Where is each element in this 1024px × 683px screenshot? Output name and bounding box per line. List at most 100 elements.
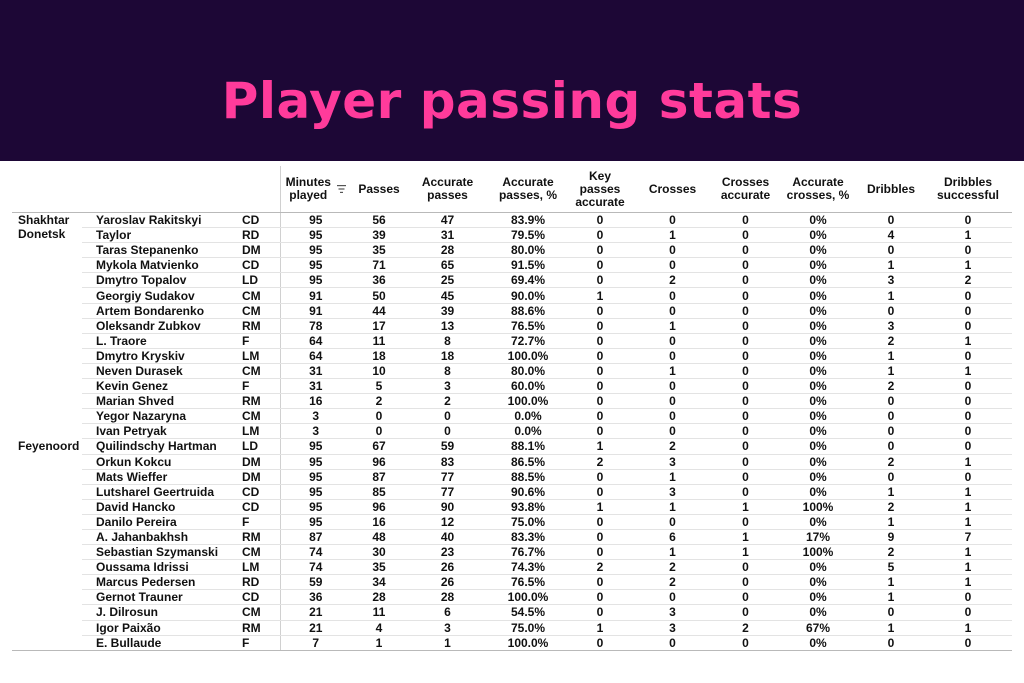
- dribbles: 1: [858, 348, 924, 364]
- crosses-accurate: 0: [713, 393, 778, 410]
- key-passes-accurate: 0: [568, 514, 632, 530]
- key-passes-accurate: 0: [568, 212, 632, 229]
- minutes-played: 87: [280, 529, 351, 546]
- minutes-played: 95: [280, 227, 351, 244]
- accurate-passes-pct: 79.5%: [488, 227, 568, 244]
- table-row: Taylor RD 95 39 31 79.5% 0 1 0 0% 4 1: [12, 227, 1012, 244]
- key-passes-accurate: 0: [568, 469, 632, 485]
- accurate-passes: 26: [407, 574, 488, 591]
- player-name: Taras Stepanenko: [82, 242, 234, 259]
- passes: 2: [351, 393, 407, 410]
- dribbles-successful: 0: [924, 438, 1012, 455]
- dribbles: 2: [858, 499, 924, 515]
- key-passes-accurate: 0: [568, 423, 632, 440]
- minutes-played: 31: [280, 363, 351, 380]
- dribbles-successful: 1: [924, 620, 1012, 636]
- dribbles: 0: [858, 604, 924, 621]
- crosses-header: Crosses: [632, 166, 713, 213]
- passes: 30: [351, 544, 407, 561]
- crosses: 1: [632, 499, 713, 515]
- position: LM: [234, 559, 281, 576]
- dribbles: 0: [858, 393, 924, 410]
- dribbles-successful: 0: [924, 287, 1012, 304]
- accurate-passes-pct: 75.0%: [488, 620, 568, 636]
- player-name: Yegor Nazaryna: [82, 408, 234, 425]
- position: CD: [234, 589, 281, 606]
- dribbles: 0: [858, 635, 924, 651]
- dribbles: 1: [858, 363, 924, 380]
- position: RM: [234, 529, 281, 546]
- key-passes-accurate: 0: [568, 604, 632, 621]
- crosses: 0: [632, 212, 713, 229]
- table-row: Shakhtar Donetsk Yaroslav Rakitskyi CD 95 56 4…: [12, 212, 1012, 241]
- accurate-passes-pct: 100.0%: [488, 635, 568, 651]
- dribbles: 1: [858, 514, 924, 530]
- dribbles-successful: 0: [924, 589, 1012, 606]
- crosses: 0: [632, 333, 713, 349]
- crosses-accurate: 0: [713, 589, 778, 606]
- sort-descending-icon[interactable]: [336, 183, 346, 196]
- accurate-crosses-pct: 0%: [778, 635, 858, 651]
- minutes-played: 95: [280, 469, 351, 485]
- position: LM: [234, 423, 281, 440]
- crosses-accurate: 1: [713, 529, 778, 546]
- dribbles: 9: [858, 529, 924, 546]
- accurate-crosses-pct: 0%: [778, 589, 858, 606]
- crosses-accurate: 0: [713, 454, 778, 470]
- accurate-passes: 3: [407, 378, 488, 395]
- accurate-passes-pct: 76.7%: [488, 544, 568, 561]
- passes: 50: [351, 287, 407, 304]
- player-column-header: [82, 166, 234, 213]
- crosses: 0: [632, 635, 713, 651]
- team-name-line: Feyenoord: [18, 438, 80, 453]
- key-passes-accurate: 0: [568, 348, 632, 364]
- key-passes-accurate: 0: [568, 257, 632, 274]
- table-row: Orkun Kokcu DM 95 96 83 86.5% 2 3 0 0% 2 1: [12, 454, 1012, 470]
- accurate-passes: 8: [407, 363, 488, 380]
- dribbles: 0: [858, 438, 924, 455]
- crosses-accurate: 0: [713, 408, 778, 425]
- accurate-passes-pct: 100.0%: [488, 348, 568, 364]
- crosses: 3: [632, 604, 713, 621]
- accurate-passes: 31: [407, 227, 488, 244]
- table-row: Kevin Genez F 31 5 3 60.0% 0 0 0 0% 2 0: [12, 378, 1012, 395]
- passes: 36: [351, 272, 407, 289]
- crosses: 1: [632, 363, 713, 380]
- minutes-played-header[interactable]: Minutes played: [279, 166, 351, 213]
- table-row: Igor Paixão RM 21 4 3 75.0% 1 3 2 67% 1 1: [12, 620, 1012, 636]
- crosses: 2: [632, 438, 713, 455]
- crosses-accurate: 0: [713, 438, 778, 455]
- passes: 18: [351, 348, 407, 364]
- dribbles-successful: 1: [924, 227, 1012, 244]
- crosses: 3: [632, 620, 713, 636]
- accurate-passes: 18: [407, 348, 488, 364]
- accurate-crosses-pct: 0%: [778, 393, 858, 410]
- minutes-played: 21: [280, 620, 351, 636]
- player-name: Taylor: [82, 227, 234, 244]
- accurate-passes: 6: [407, 604, 488, 621]
- dribbles: 0: [858, 423, 924, 440]
- key-passes-accurate: 0: [568, 363, 632, 380]
- dribbles: 1: [858, 620, 924, 636]
- minutes-played: 74: [280, 544, 351, 561]
- passes: 96: [351, 499, 407, 515]
- crosses-accurate: 1: [713, 544, 778, 561]
- crosses-accurate: 0: [713, 604, 778, 621]
- accurate-crosses-pct: 100%: [778, 544, 858, 561]
- accurate-passes-header: Accurate passes: [407, 166, 488, 213]
- table-row: Artem Bondarenko CM 91 44 39 88.6% 0 0 0 0% 0 0: [12, 303, 1012, 319]
- player-name: Quilindschy Hartman: [82, 438, 234, 455]
- crosses-accurate: 0: [713, 484, 778, 500]
- table-row: Feyenoord Quilindschy Hartman LD 95 67 59 88.1…: [12, 438, 1012, 651]
- dribbles: 1: [858, 574, 924, 591]
- table-row: Lutsharel Geertruida CD 95 85 77 90.6% 0 3 0 0% 1 1: [12, 484, 1012, 500]
- player-name: Mats Wieffer: [82, 469, 234, 485]
- key-passes-accurate: 0: [568, 484, 632, 500]
- table-row: Yegor Nazaryna CM 3 0 0 0.0% 0 0 0 0% 0 0: [12, 408, 1012, 425]
- player-name: E. Bullaude: [82, 635, 234, 651]
- position: DM: [234, 242, 281, 259]
- player-name: Mykola Matvienko: [82, 257, 234, 274]
- accurate-crosses-pct: 0%: [778, 378, 858, 395]
- accurate-passes-pct: 60.0%: [488, 378, 568, 395]
- dribbles: 0: [858, 408, 924, 425]
